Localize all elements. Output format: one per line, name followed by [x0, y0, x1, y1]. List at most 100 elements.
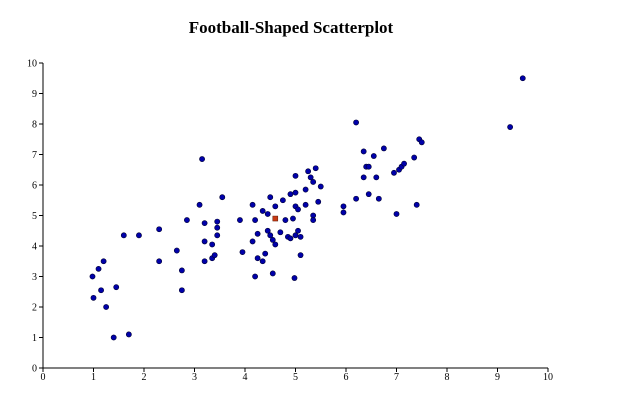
data-point	[196, 201, 203, 208]
data-point	[254, 255, 261, 262]
data-point	[264, 211, 271, 217]
data-point	[282, 217, 289, 223]
data-point	[173, 247, 180, 254]
data-point	[103, 304, 110, 310]
x-tick-label: 7	[394, 372, 399, 383]
data-point	[254, 230, 261, 237]
data-point	[201, 258, 208, 265]
data-point	[287, 191, 294, 198]
data-point	[269, 236, 276, 243]
data-point	[110, 334, 117, 341]
data-point	[214, 224, 221, 231]
data-point	[209, 241, 216, 248]
data-point	[269, 270, 276, 277]
data-point	[98, 287, 104, 294]
data-point	[277, 229, 284, 236]
y-tick-label: 2	[32, 303, 37, 314]
data-point	[312, 165, 319, 172]
data-point	[302, 201, 309, 208]
data-point	[292, 189, 299, 196]
data-point	[214, 232, 221, 239]
data-point	[413, 201, 420, 208]
data-point	[239, 249, 246, 255]
data-point	[391, 169, 397, 176]
chart-title: Football-Shaped Scatterplot	[188, 18, 394, 37]
x-tick-label: 6	[344, 372, 349, 383]
data-point	[340, 203, 347, 210]
data-point	[292, 232, 299, 239]
data-point	[201, 220, 208, 227]
data-point	[287, 235, 294, 242]
data-point	[113, 284, 120, 291]
data-point	[249, 201, 256, 208]
x-tick-label: 0	[41, 372, 46, 383]
data-point	[178, 287, 185, 294]
data-point	[370, 153, 377, 159]
data-point	[310, 217, 317, 223]
data-point	[95, 265, 102, 272]
data-point	[156, 226, 163, 233]
data-point	[156, 258, 163, 265]
y-tick-label: 1	[32, 333, 37, 344]
data-point	[259, 258, 266, 265]
data-point	[297, 233, 304, 240]
data-point	[317, 183, 324, 190]
data-point	[375, 195, 382, 202]
data-point	[353, 195, 359, 202]
x-tick-label: 1	[91, 372, 96, 383]
x-tick-label: 10	[543, 372, 553, 383]
data-point	[297, 252, 304, 259]
data-point	[125, 331, 132, 338]
data-point	[353, 119, 359, 126]
data-point	[305, 168, 312, 175]
data-point	[291, 275, 298, 281]
data-points	[89, 75, 526, 341]
data-point	[272, 203, 279, 210]
data-point	[290, 215, 296, 222]
data-point	[340, 209, 347, 216]
x-tick-label: 4	[243, 372, 248, 383]
data-point	[507, 124, 514, 130]
data-point	[411, 154, 418, 161]
data-point	[519, 75, 526, 82]
data-point	[267, 194, 274, 201]
data-point	[100, 258, 107, 265]
data-point	[264, 227, 271, 234]
data-point	[201, 238, 208, 245]
data-point	[295, 206, 301, 213]
data-point	[295, 227, 301, 234]
y-tick-label: 6	[32, 181, 37, 192]
y-tick-label: 7	[32, 150, 37, 161]
data-point	[184, 217, 190, 223]
data-point	[120, 232, 127, 239]
data-point	[393, 211, 400, 217]
data-point	[315, 198, 322, 205]
data-point	[219, 194, 226, 201]
data-point	[292, 172, 299, 179]
y-tick-label: 9	[32, 89, 37, 100]
y-tick-label: 10	[27, 59, 37, 70]
data-point	[307, 174, 314, 181]
data-point	[272, 241, 279, 248]
data-point	[401, 160, 407, 167]
data-point	[237, 217, 243, 223]
data-point	[365, 163, 372, 170]
data-point	[252, 217, 258, 223]
x-tick-label: 8	[445, 372, 450, 383]
y-tick-label: 5	[32, 211, 37, 222]
data-point	[90, 294, 97, 301]
data-point	[302, 186, 309, 193]
data-point	[262, 250, 269, 257]
data-point	[380, 145, 387, 152]
data-point	[279, 197, 286, 204]
data-point	[199, 156, 205, 162]
data-point	[267, 232, 274, 239]
y-tick-label: 0	[32, 364, 37, 375]
data-point	[252, 273, 258, 280]
data-point	[373, 174, 380, 181]
highlight-point	[272, 215, 279, 222]
x-tick-label: 5	[293, 372, 298, 383]
data-point	[360, 174, 367, 181]
y-tick-label: 8	[32, 120, 37, 131]
